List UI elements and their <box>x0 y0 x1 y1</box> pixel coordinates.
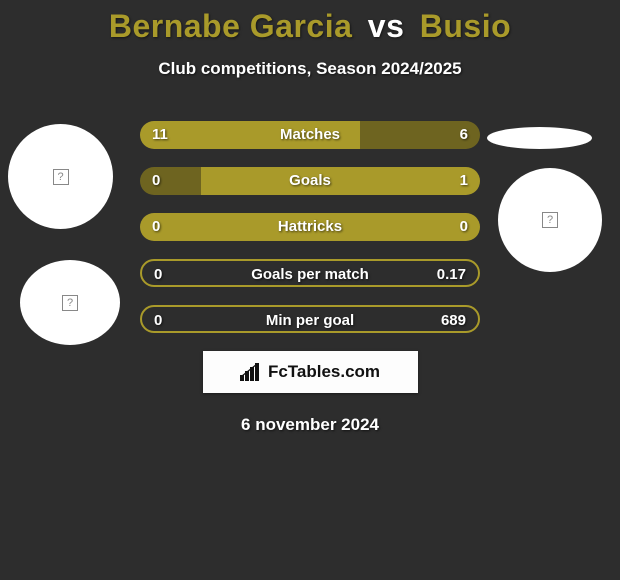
player2-name: Busio <box>420 8 511 44</box>
image-placeholder-icon: ? <box>542 212 558 228</box>
stat-row: 00.17Goals per match <box>140 259 480 287</box>
stat-label: Matches <box>140 121 480 149</box>
stat-row: 01Goals <box>140 167 480 195</box>
stat-label: Goals per match <box>142 261 478 287</box>
player-avatar: ? <box>498 168 602 272</box>
subtitle: Club competitions, Season 2024/2025 <box>0 59 620 79</box>
stat-label: Goals <box>140 167 480 195</box>
image-placeholder-icon: ? <box>53 169 69 185</box>
stat-row: 116Matches <box>140 121 480 149</box>
brand-icon <box>240 363 262 381</box>
decorative-ellipse <box>487 127 592 149</box>
image-placeholder-icon: ? <box>62 295 78 311</box>
brand-text: FcTables.com <box>268 362 380 382</box>
stat-row: 0689Min per goal <box>140 305 480 333</box>
player-avatar: ? <box>8 124 113 229</box>
player1-name: Bernabe Garcia <box>109 8 353 44</box>
brand-badge: FcTables.com <box>203 351 418 393</box>
stat-label: Min per goal <box>142 307 478 333</box>
stat-label: Hattricks <box>140 213 480 241</box>
comparison-title: Bernabe Garcia vs Busio <box>0 0 620 45</box>
stats-container: 116Matches 01Goals 00Hattricks 00.17Goals p… <box>140 121 480 333</box>
vs-text: vs <box>368 8 405 44</box>
stat-row: 00Hattricks <box>140 213 480 241</box>
player-avatar: ? <box>20 260 120 345</box>
date-text: 6 november 2024 <box>0 415 620 435</box>
